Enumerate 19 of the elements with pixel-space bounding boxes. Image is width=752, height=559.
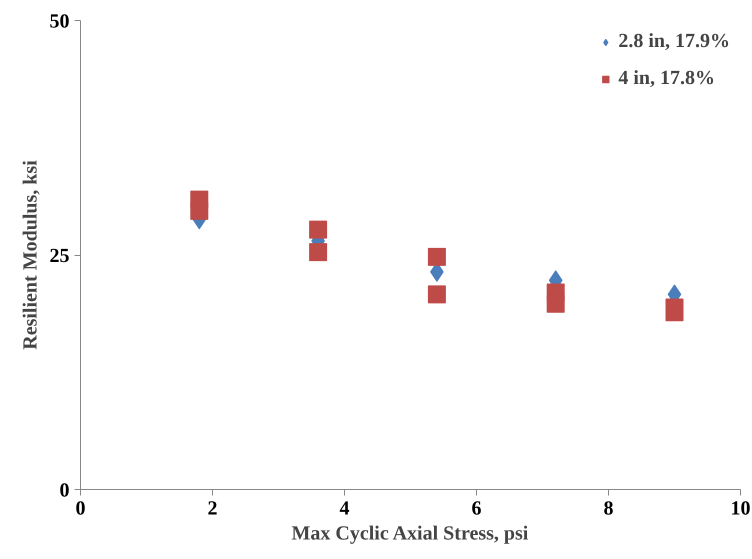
- point: [309, 220, 328, 239]
- y-axis-title: Resilient Modulus, ksi: [20, 160, 42, 350]
- point: [546, 294, 565, 313]
- x-tick-label: 4: [340, 498, 350, 520]
- x-tick-label: 8: [604, 498, 614, 520]
- point: [428, 248, 446, 266]
- point: [428, 285, 446, 304]
- y-tick-label: 50: [50, 10, 70, 32]
- legend-label: 2.8 in, 17.9%: [618, 30, 730, 53]
- point: [309, 243, 328, 262]
- x-tick-label: 10: [730, 498, 750, 520]
- point: [190, 202, 208, 220]
- x-tick-label: 2: [208, 498, 218, 520]
- x-tick-label: 6: [472, 498, 482, 520]
- x-tick-label: 0: [76, 498, 86, 520]
- y-tick-label: 0: [60, 480, 70, 502]
- x-axis-title: Max Cyclic Axial Stress, psi: [292, 522, 529, 544]
- y-tick-label: 25: [50, 245, 70, 267]
- legend-label: 4 in, 17.8%: [618, 67, 715, 90]
